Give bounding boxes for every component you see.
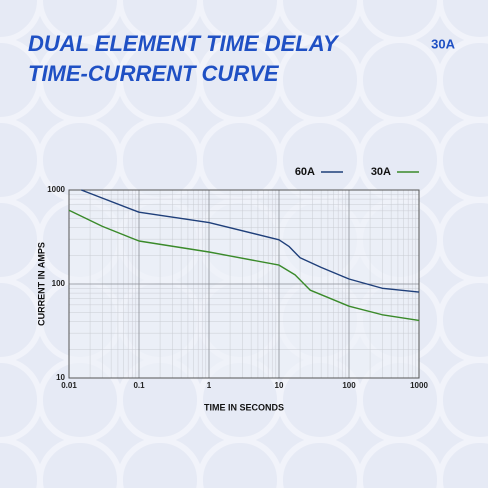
x-tick-label: 10 [275, 381, 284, 390]
x-tick-label: 1 [207, 381, 212, 390]
legend-label: 30A [371, 166, 391, 178]
plot-border [68, 189, 420, 379]
series-line [68, 209, 420, 322]
y-axis-label: CURRENT IN AMPS [36, 242, 46, 326]
legend-label: 60A [295, 166, 315, 178]
series-line [81, 189, 420, 293]
y-tick-label: 10 [56, 373, 65, 382]
x-axis-label: TIME IN SECONDS [204, 402, 284, 412]
chart-title: TIME-CURRENT CURVE [28, 61, 280, 86]
x-tick-label: 1000 [410, 381, 428, 390]
x-tick-label: 0.01 [61, 381, 77, 390]
y-tick-label: 100 [52, 279, 66, 288]
badge: 30A [431, 36, 455, 51]
y-tick-label: 1000 [47, 185, 65, 194]
chart-title: DUAL ELEMENT TIME DELAY [28, 31, 340, 56]
x-tick-label: 0.1 [133, 381, 145, 390]
x-tick-label: 100 [342, 381, 356, 390]
